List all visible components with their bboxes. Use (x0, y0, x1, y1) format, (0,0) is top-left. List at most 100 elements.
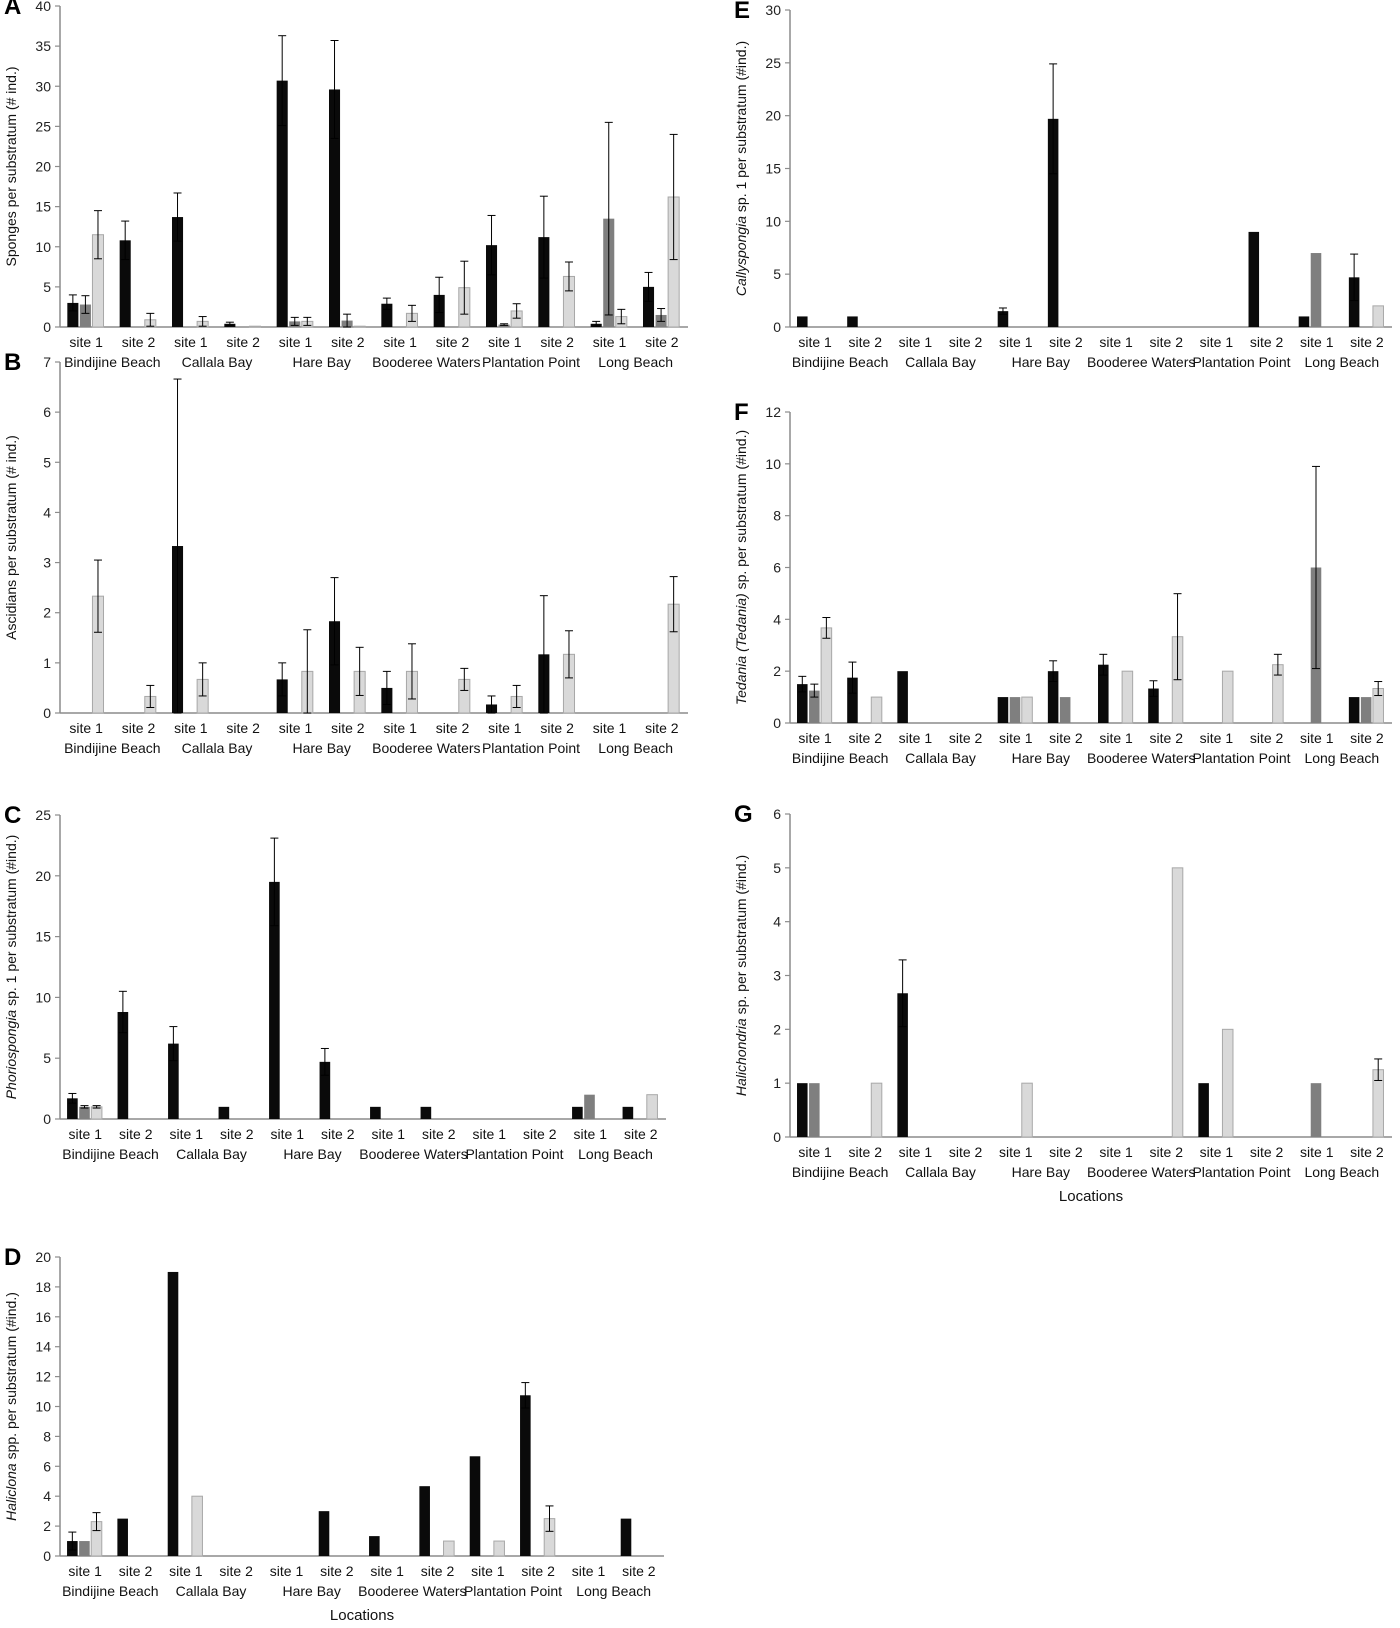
bar (328, 89, 341, 328)
x-location-label: Booderee Waters (359, 1146, 467, 1162)
x-site-label: site 1 (593, 720, 627, 736)
x-site-label: site 1 (572, 1563, 606, 1579)
bar (67, 302, 79, 327)
x-location-label: Bindijine Beach (64, 740, 161, 756)
y-axis-title: Sponges per substratum (# ind.) (3, 67, 19, 267)
bar (1248, 231, 1260, 327)
bar (191, 1495, 203, 1557)
x-site-label: site 2 (422, 1126, 456, 1142)
x-site-label: site 2 (1150, 730, 1184, 746)
x-location-label: Hare Bay (292, 354, 350, 370)
y-tick-label: 10 (765, 456, 781, 472)
bar (997, 311, 1009, 327)
y-tick-label: 5 (43, 454, 51, 470)
panel-e: E 0 5 10 15 20 25 30 Callyspongia sp. 1 per subs… (733, 0, 1392, 370)
bar (369, 1536, 380, 1556)
bar (167, 1271, 179, 1556)
x-site-label: site 1 (69, 720, 103, 736)
y-tick-label: 16 (35, 1309, 51, 1325)
y-tick-label: 6 (43, 1458, 51, 1474)
x-site-label: site 2 (622, 1563, 656, 1579)
y-tick-label: 12 (765, 404, 781, 420)
bar (419, 1486, 430, 1556)
x-location-label: Plantation Point (465, 1146, 563, 1162)
x-location-label: Hare Bay (1012, 1164, 1070, 1180)
bar (1221, 670, 1234, 724)
x-location-label: Callala Bay (182, 740, 253, 756)
x-site-label: site 2 (1350, 334, 1384, 350)
x-location-label: Hare Bay (282, 1583, 340, 1599)
y-tick-label: 12 (35, 1369, 51, 1385)
bar (218, 1106, 230, 1119)
bar (318, 1511, 330, 1556)
bar (820, 627, 833, 724)
x-site-label: site 1 (471, 1563, 505, 1579)
x-location-label: Callala Bay (176, 1146, 247, 1162)
bar (1059, 697, 1071, 723)
y-axis-title: Phoriospongia sp. 1 per substratum (#ind… (3, 835, 19, 1100)
bar (319, 1061, 331, 1119)
x-site-label: site 1 (1099, 730, 1133, 746)
bar (572, 1106, 583, 1119)
bar (897, 671, 908, 723)
y-tick-label: 3 (43, 555, 51, 571)
y-axis-title-part: Callyspongia (733, 216, 749, 296)
y-tick-label: 3 (773, 968, 781, 984)
bar (809, 1083, 820, 1137)
panel-letter: D (4, 1244, 21, 1271)
y-tick-label: 4 (43, 504, 51, 520)
y-tick-label: 35 (35, 38, 51, 54)
bar (847, 677, 858, 723)
x-site-label: site 1 (574, 1126, 608, 1142)
x-site-label: site 1 (999, 1144, 1033, 1160)
x-site-label: site 1 (169, 1563, 203, 1579)
x-location-label: Bindijine Beach (64, 354, 161, 370)
x-location-label: Long Beach (1304, 750, 1379, 766)
x-site-label: site 2 (226, 334, 260, 350)
x-location-label: Plantation Point (482, 740, 580, 756)
x-site-label: site 1 (1300, 1144, 1334, 1160)
x-site-label: site 2 (645, 334, 679, 350)
panel-letter: C (4, 802, 21, 829)
y-tick-label: 0 (43, 1548, 51, 1564)
x-site-label: site 2 (624, 1126, 658, 1142)
x-site-label: site 2 (436, 720, 470, 736)
bar (646, 1094, 658, 1120)
x-site-label: site 1 (1200, 730, 1234, 746)
x-site-label: site 2 (949, 1144, 983, 1160)
x-site-label: site 1 (279, 720, 313, 736)
x-location-label: Bindijine Beach (62, 1146, 159, 1162)
y-tick-label: 5 (773, 266, 781, 282)
y-tick-label: 8 (43, 1428, 51, 1444)
panel-c: C 0 5 10 15 20 25 Phoriospongia sp. 1 per subst… (3, 802, 666, 1162)
y-tick-label: 0 (43, 1111, 51, 1127)
y-tick-label: 10 (35, 989, 51, 1005)
y-tick-label: 4 (43, 1488, 51, 1504)
x-location-label: Booderee Waters (372, 354, 480, 370)
y-axis-title-part: spp. per substratum (#ind.) (3, 1292, 19, 1463)
y-tick-label: 14 (35, 1339, 51, 1355)
x-location-label: Long Beach (1304, 354, 1379, 370)
x-site-label: site 1 (473, 1126, 507, 1142)
bar (1021, 1082, 1033, 1138)
x-site-label: site 1 (68, 1563, 102, 1579)
bar (1221, 1028, 1234, 1138)
x-site-label: site 2 (226, 720, 260, 736)
bar (847, 316, 858, 327)
panel-f: F 0 2 4 6 8 10 12 Tedania (Tedania) sp. per subs… (733, 399, 1392, 766)
bar (809, 690, 820, 723)
x-site-label: site 1 (798, 1144, 832, 1160)
x-site-label: site 1 (999, 334, 1033, 350)
bar (1298, 316, 1310, 327)
bar (538, 237, 550, 327)
x-site-label: site 1 (1200, 1144, 1234, 1160)
x-location-label: Bindijine Beach (792, 1164, 889, 1180)
bar (353, 325, 366, 328)
x-site-label: site 1 (279, 334, 313, 350)
y-tick-label: 2 (773, 663, 781, 679)
x-site-label: site 2 (119, 1126, 153, 1142)
bar (117, 1518, 128, 1556)
y-tick-label: 5 (43, 279, 51, 295)
x-site-label: site 1 (593, 334, 627, 350)
x-location-label: Long Beach (578, 1146, 653, 1162)
